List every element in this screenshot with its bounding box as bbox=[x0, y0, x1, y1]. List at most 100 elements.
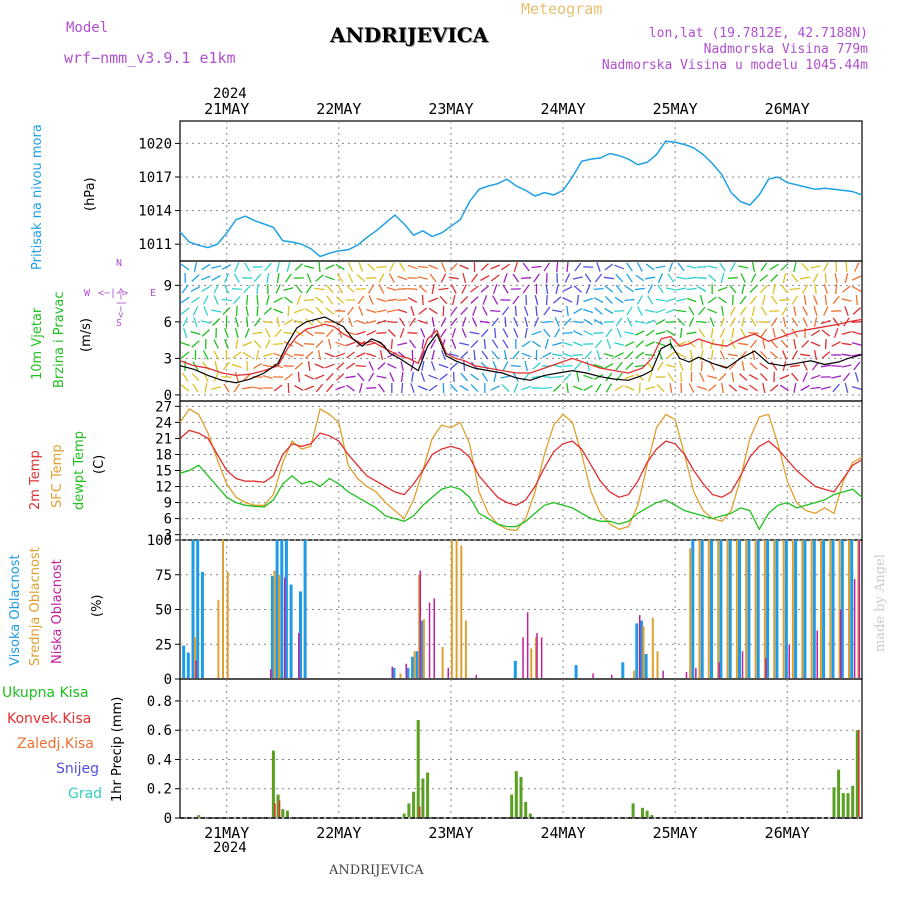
bottom-date-label: 24MAY bbox=[540, 824, 585, 842]
wind-arrow bbox=[800, 384, 810, 392]
wind-arrow bbox=[451, 339, 457, 349]
wind-arrow bbox=[355, 330, 366, 336]
low-cloud-bar bbox=[853, 578, 856, 678]
wind-arrow bbox=[471, 317, 478, 327]
wind-arrow bbox=[748, 331, 759, 335]
total-precip-bar bbox=[832, 787, 836, 817]
wind-arrow bbox=[493, 371, 497, 383]
wind-arrow bbox=[624, 298, 635, 302]
mid-cloud-bar bbox=[530, 648, 533, 678]
wind-arrow bbox=[367, 284, 375, 294]
wind-arrow bbox=[729, 306, 736, 316]
wind-arrow bbox=[491, 350, 499, 360]
wind-arrow bbox=[513, 383, 519, 393]
wind-arrow bbox=[294, 362, 304, 370]
wind-arrow bbox=[810, 386, 821, 390]
mid-cloud-bar bbox=[773, 540, 776, 678]
mid-cloud-bar bbox=[754, 540, 757, 678]
total-precip-bar bbox=[197, 815, 201, 817]
wind-arrow bbox=[451, 328, 457, 338]
wind-arrow bbox=[213, 350, 220, 360]
wind-arrow bbox=[645, 386, 656, 390]
wind-arrow bbox=[584, 273, 592, 283]
wind-arrow bbox=[574, 262, 582, 272]
low-cloud-bar bbox=[611, 674, 613, 678]
wind-arrow bbox=[418, 307, 428, 315]
wind-arrow bbox=[376, 297, 387, 303]
total-precip-bar bbox=[510, 794, 514, 817]
wind-arrow bbox=[408, 317, 417, 327]
wind-arrow bbox=[286, 262, 291, 272]
wind-arrow bbox=[439, 295, 448, 305]
wind-arrow-field bbox=[180, 261, 862, 394]
wind-arrow bbox=[793, 305, 797, 317]
total-precip-bar bbox=[421, 778, 425, 817]
wind-arrow bbox=[358, 306, 364, 316]
mid-cloud-bar bbox=[838, 540, 841, 678]
wind-arrow bbox=[407, 264, 418, 270]
wind-arrow bbox=[770, 361, 778, 371]
mid-cloud-bar bbox=[535, 637, 537, 678]
wind-arrow bbox=[386, 286, 397, 292]
wind-arrow bbox=[566, 305, 569, 317]
mid-cloud-bar bbox=[810, 540, 813, 678]
wind-arrow bbox=[759, 284, 768, 294]
total-precip-bar bbox=[426, 772, 430, 817]
wind-arrow bbox=[710, 349, 714, 361]
wind-arrow bbox=[307, 361, 311, 371]
wind-arrow bbox=[676, 276, 687, 280]
precip-label-frozen: Zaledj.Kisa bbox=[17, 736, 94, 752]
wind-arrow bbox=[572, 341, 583, 347]
high-cloud-bar bbox=[635, 623, 639, 678]
wind-arrow bbox=[615, 317, 623, 327]
wind-arrow bbox=[293, 319, 304, 325]
wind-arrow bbox=[812, 273, 819, 283]
wind-arrow bbox=[264, 339, 271, 349]
wind-arrow bbox=[438, 363, 449, 369]
high-cloud-bar bbox=[411, 656, 415, 678]
wind-arrow bbox=[470, 273, 479, 283]
wind-arrow bbox=[223, 273, 230, 283]
wind-arrow bbox=[324, 321, 335, 323]
wind-arrow bbox=[233, 273, 240, 283]
wind-arrow bbox=[844, 306, 849, 316]
low-cloud-bar bbox=[391, 666, 393, 678]
wind-arrow bbox=[686, 331, 697, 335]
wind-arrow bbox=[180, 307, 190, 315]
wind-arrow bbox=[213, 339, 219, 349]
wind-arrow bbox=[635, 340, 645, 348]
wind-arrow bbox=[824, 338, 827, 350]
pressure-side-label: Pritisak na nivou mora bbox=[30, 124, 45, 270]
wind-arrow bbox=[554, 328, 561, 338]
wind-arrow bbox=[304, 374, 314, 380]
wind-arrow bbox=[481, 350, 489, 360]
wind-arrow bbox=[638, 382, 641, 394]
wind-arrow bbox=[593, 287, 604, 291]
wind-arrow bbox=[335, 385, 346, 391]
wind-arrow bbox=[470, 373, 479, 381]
wind-arrow bbox=[482, 295, 488, 305]
wind-arrow bbox=[803, 294, 807, 306]
y-tick-label: 25 bbox=[155, 637, 172, 653]
wind-arrow bbox=[762, 338, 766, 350]
wind-arrow bbox=[502, 328, 509, 338]
total-precip-bar bbox=[412, 791, 416, 817]
station-title: ANDRIJEVICA bbox=[330, 23, 489, 47]
wind-arrow bbox=[604, 263, 614, 271]
wind-arrow bbox=[221, 264, 232, 270]
wind-arrow bbox=[593, 332, 604, 334]
wind-arrow bbox=[853, 361, 861, 371]
wind-arrow bbox=[615, 361, 623, 371]
high-cloud-bar bbox=[182, 645, 186, 678]
wind-arrow bbox=[604, 307, 614, 315]
wind-arrow bbox=[696, 385, 707, 391]
wind-arrow bbox=[336, 373, 345, 381]
wind-arrow bbox=[492, 284, 498, 294]
wind-arrow bbox=[572, 276, 583, 280]
wind-arrow bbox=[182, 317, 188, 327]
wind-arrow bbox=[326, 284, 334, 294]
wind-arrow bbox=[180, 341, 191, 347]
wind-arrow bbox=[832, 295, 840, 305]
wind-arrow bbox=[728, 384, 738, 392]
temp-2m-line bbox=[179, 429, 863, 507]
